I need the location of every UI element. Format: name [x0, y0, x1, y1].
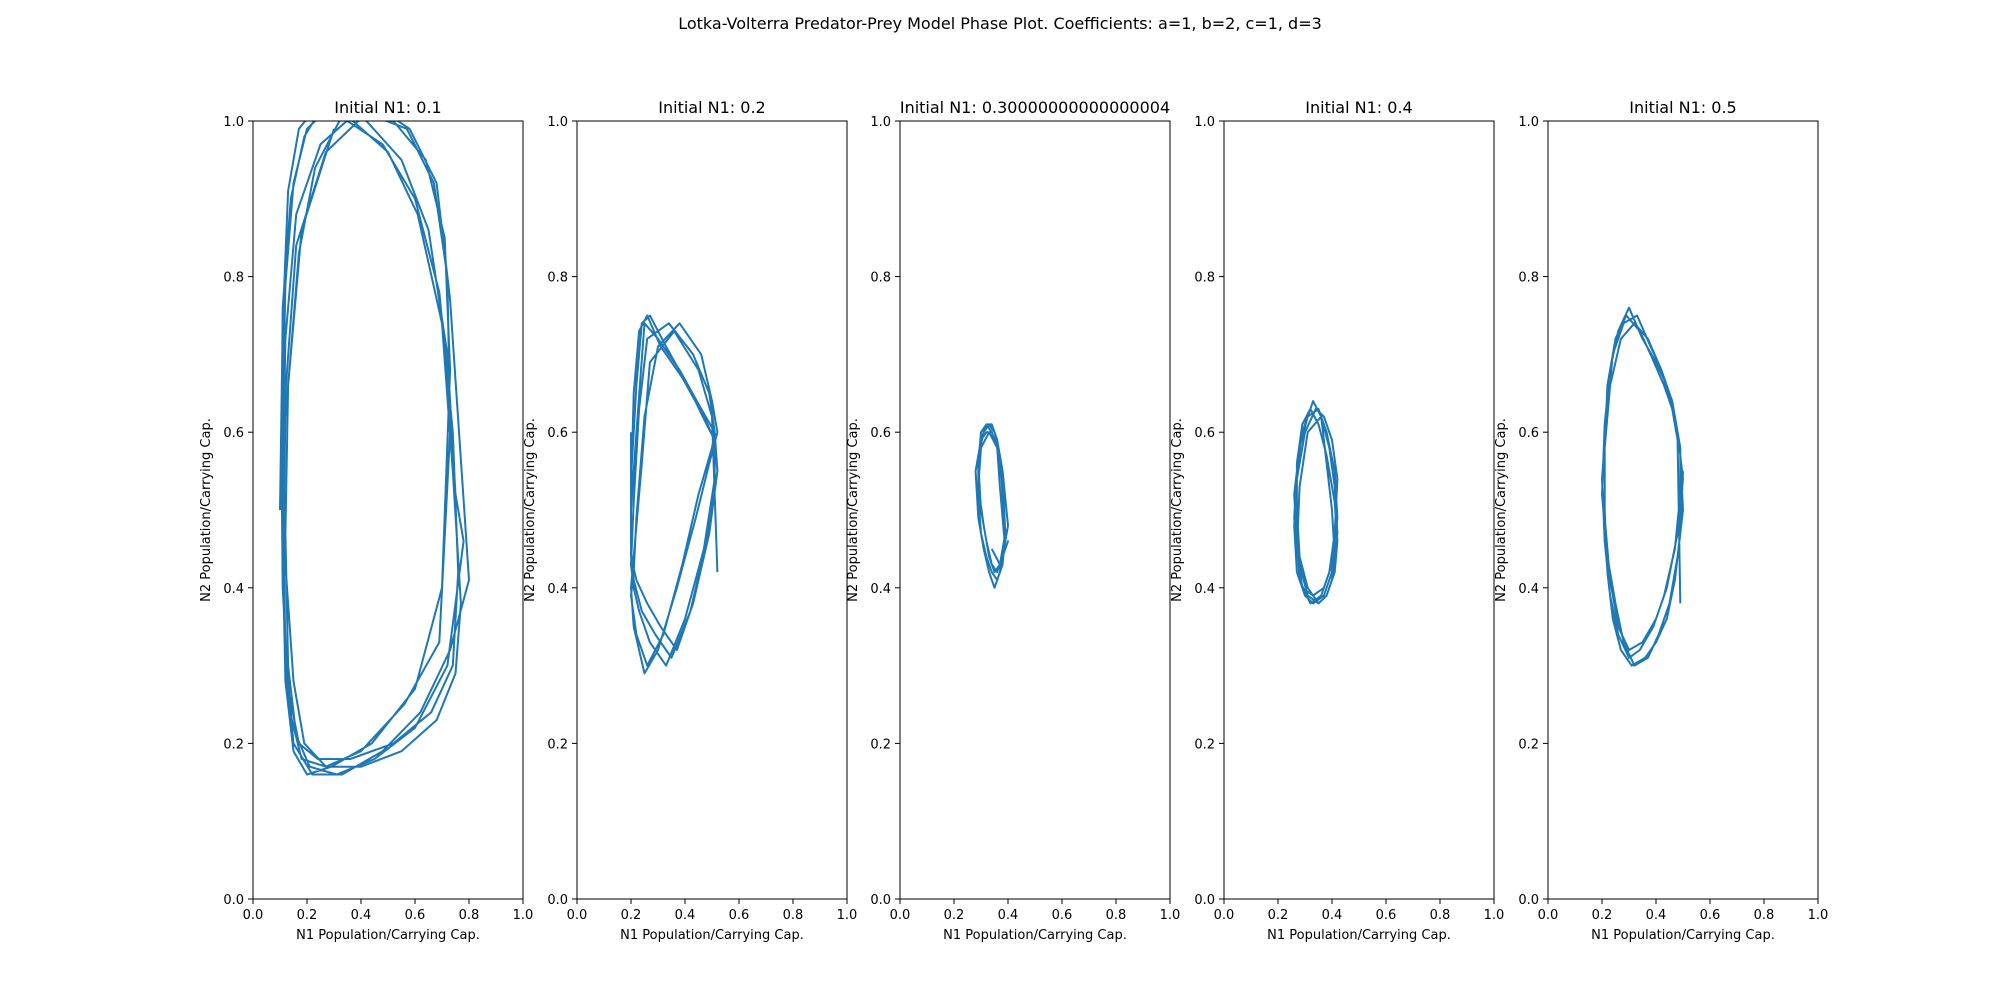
x-tick-label: 0.2 [1268, 908, 1289, 923]
y-tick-label: 1.0 [1194, 115, 1215, 130]
series-line-1-1 [279, 121, 470, 776]
x-tick-label: 0.4 [1322, 908, 1343, 923]
x-tick-label: 0.4 [1646, 908, 1667, 923]
y-tick-label: 0.6 [547, 426, 568, 441]
y-tick-label: 0.8 [547, 271, 568, 286]
x-tick-label: 0.6 [1700, 908, 1721, 923]
x-tick-label: 0.0 [890, 908, 911, 923]
x-tick-label: 0.6 [1052, 908, 1073, 923]
axes-frame [252, 120, 524, 900]
y-tick-label: 0.4 [223, 582, 244, 597]
x-axis-label: N1 Population/Carrying Cap. [296, 928, 480, 943]
subplot-1: 0.0 0.2 0.4 0.6 0.8 1.0 0.0 0.2 0.4 0.6 0.8 1.0 Init… [199, 98, 533, 943]
y-tick-label: 1.0 [1518, 115, 1539, 130]
axes-frame [899, 120, 1171, 900]
y-tick-label: 0.2 [1194, 737, 1215, 752]
y-tick-label: 0.0 [223, 893, 244, 908]
x-tick-label: 0.2 [621, 908, 642, 923]
x-tick-label: 0.2 [944, 908, 965, 923]
subplot-3: 0.0 0.2 0.4 0.6 0.8 1.0 0.0 0.2 0.4 0.6 0.8 1.0 Init… [846, 98, 1180, 943]
y-tick-label: 0.2 [1518, 737, 1539, 752]
x-tick-label: 0.8 [1754, 908, 1775, 923]
y-tick-label: 0.0 [1194, 893, 1215, 908]
subplot-title: Initial N1: 0.2 [658, 98, 765, 117]
x-tick-label: 0.0 [243, 908, 264, 923]
y-tick-label: 0.6 [1194, 426, 1215, 441]
y-tick-label: 0.4 [1194, 582, 1215, 597]
series-line-4-1 [1293, 400, 1339, 605]
y-tick-label: 0.2 [547, 737, 568, 752]
y-axis-label: N2 Population/Carrying Cap. [523, 418, 538, 602]
y-tick-label: 0.8 [1518, 271, 1539, 286]
y-tick-label: 0.6 [870, 426, 891, 441]
y-axis-label: N2 Population/Carrying Cap. [1494, 418, 1509, 602]
y-tick-label: 0.8 [1194, 271, 1215, 286]
y-tick-label: 0.2 [223, 737, 244, 752]
y-tick-label: 0.2 [870, 737, 891, 752]
x-tick-label: 1.0 [837, 908, 858, 923]
y-tick-label: 0.6 [223, 426, 244, 441]
series-line-2-1 [630, 314, 719, 675]
y-tick-label: 1.0 [223, 115, 244, 130]
axes-frame [1223, 120, 1495, 900]
y-axis-label: N2 Population/Carrying Cap. [846, 418, 861, 602]
subplot-title: Initial N1: 0.4 [1305, 98, 1412, 117]
subplot-title: Initial N1: 0.1 [334, 98, 441, 117]
axes-frame [1547, 120, 1819, 900]
y-axis-label: N2 Population/Carrying Cap. [199, 418, 214, 602]
subplot-title: Initial N1: 0.30000000000000004 [900, 98, 1170, 117]
x-tick-label: 0.8 [783, 908, 804, 923]
y-axis-label: N2 Population/Carrying Cap. [1170, 418, 1185, 602]
x-axis-label: N1 Population/Carrying Cap. [620, 928, 804, 943]
x-tick-label: 0.8 [1106, 908, 1127, 923]
y-tick-label: 0.8 [870, 271, 891, 286]
figure-title: Lotka-Volterra Predator-Prey Model Phase… [678, 14, 1322, 33]
x-axis-label: N1 Population/Carrying Cap. [943, 928, 1127, 943]
y-tick-label: 0.0 [547, 893, 568, 908]
x-tick-label: 1.0 [1484, 908, 1505, 923]
subplot-4: 0.0 0.2 0.4 0.6 0.8 1.0 0.0 0.2 0.4 0.6 0.8 1.0 Init… [1170, 98, 1504, 943]
y-tick-label: 0.8 [223, 271, 244, 286]
x-axis-label: N1 Population/Carrying Cap. [1591, 928, 1775, 943]
x-tick-label: 0.4 [998, 908, 1019, 923]
x-tick-label: 1.0 [513, 908, 534, 923]
y-tick-label: 1.0 [870, 115, 891, 130]
x-tick-label: 0.2 [297, 908, 318, 923]
x-tick-label: 0.8 [1430, 908, 1451, 923]
subplot-title: Initial N1: 0.5 [1629, 98, 1736, 117]
x-tick-label: 0.8 [459, 908, 480, 923]
series-line-3-1 [974, 423, 1009, 589]
y-tick-label: 0.0 [870, 893, 891, 908]
subplot-2: 0.0 0.2 0.4 0.6 0.8 1.0 0.0 0.2 0.4 0.6 0.8 1.0 Init… [523, 98, 857, 943]
x-tick-label: 0.0 [1214, 908, 1235, 923]
x-tick-label: 1.0 [1808, 908, 1829, 923]
x-tick-label: 0.6 [729, 908, 750, 923]
y-tick-label: 0.0 [1518, 893, 1539, 908]
y-tick-label: 0.4 [870, 582, 891, 597]
x-tick-label: 0.6 [1376, 908, 1397, 923]
x-axis-label: N1 Population/Carrying Cap. [1267, 928, 1451, 943]
axes-frame [576, 120, 848, 900]
y-tick-label: 0.4 [547, 582, 568, 597]
series-line-5-1 [1601, 306, 1684, 667]
x-tick-label: 1.0 [1160, 908, 1181, 923]
y-tick-label: 1.0 [547, 115, 568, 130]
x-tick-label: 0.4 [675, 908, 696, 923]
x-tick-label: 0.2 [1592, 908, 1613, 923]
x-tick-label: 0.0 [567, 908, 588, 923]
x-tick-label: 0.6 [405, 908, 426, 923]
x-tick-label: 0.4 [351, 908, 372, 923]
x-tick-label: 0.0 [1538, 908, 1559, 923]
y-tick-label: 0.6 [1518, 426, 1539, 441]
subplot-5: 0.0 0.2 0.4 0.6 0.8 1.0 0.0 0.2 0.4 0.6 0.8 1.0 Init… [1494, 98, 1828, 943]
y-tick-label: 0.4 [1518, 582, 1539, 597]
